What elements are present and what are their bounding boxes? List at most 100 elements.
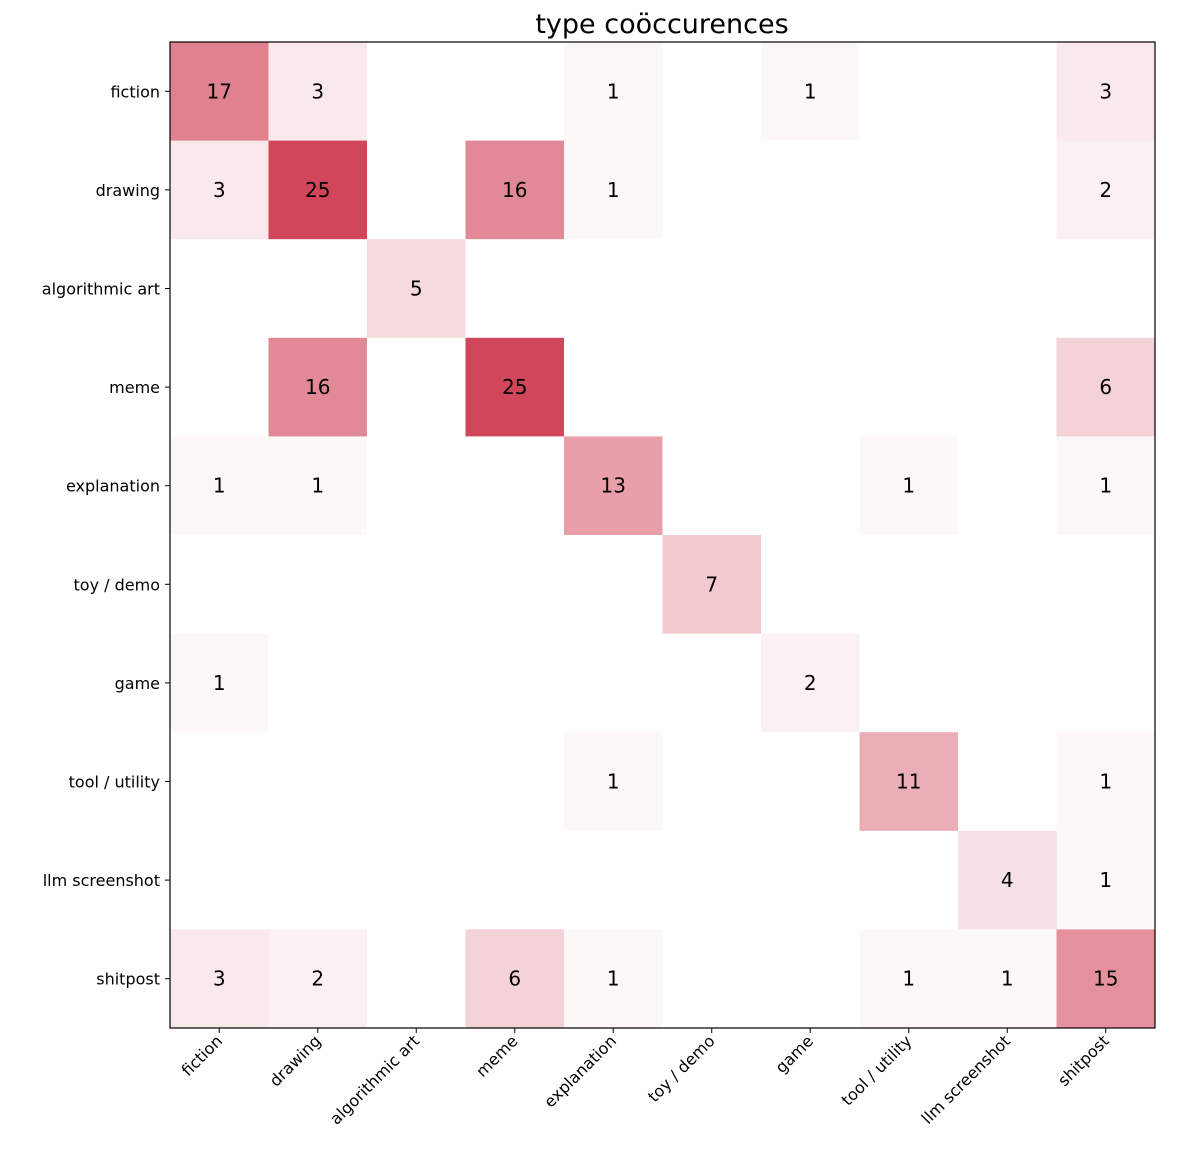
heatmap-cell — [367, 732, 466, 832]
heatmap-cell — [170, 535, 269, 635]
heatmap-cell — [367, 929, 466, 1029]
heatmap-cell — [268, 535, 368, 635]
heatmap-cell — [268, 42, 368, 142]
y-tick-label: fiction — [110, 82, 160, 101]
x-tick-label: game — [772, 1031, 818, 1077]
heatmap-cell — [268, 140, 368, 240]
heatmap-cell — [662, 140, 762, 240]
cell-value-label: 6 — [508, 967, 521, 991]
heatmap-cell — [958, 337, 1057, 437]
heatmap-cell — [1056, 732, 1156, 832]
cell-value-label: 16 — [305, 375, 330, 399]
cell-value-label: 11 — [896, 770, 921, 794]
heatmap-cell — [564, 239, 663, 339]
heatmap-cell — [662, 929, 762, 1029]
heatmap-cell — [1056, 436, 1156, 536]
cell-value-label: 7 — [705, 572, 718, 596]
heatmap-cell — [662, 830, 762, 930]
cell-value-label: 2 — [1099, 178, 1112, 202]
heatmap-cell — [859, 535, 959, 635]
heatmap-cell — [662, 535, 762, 635]
cell-value-label: 1 — [607, 178, 620, 202]
heatmap-cell — [761, 732, 860, 832]
heatmap-cell — [268, 633, 368, 733]
x-tick-label: fiction — [178, 1031, 226, 1079]
heatmap-cell — [465, 535, 565, 635]
heatmap-cell — [859, 239, 959, 339]
heatmap-cell — [564, 436, 663, 536]
heatmap-cell — [465, 239, 565, 339]
heatmap-cell — [268, 732, 368, 832]
cell-value-label: 3 — [213, 178, 226, 202]
cell-value-label: 1 — [1099, 770, 1112, 794]
x-tick-label: llm screenshot — [918, 1031, 1014, 1127]
heatmap-cell — [662, 337, 762, 437]
heatmap-cell — [268, 929, 368, 1029]
heatmap-cell — [367, 830, 466, 930]
heatmap-cell — [761, 929, 860, 1029]
heatmap-cell — [958, 633, 1057, 733]
x-tick-label: toy / demo — [644, 1031, 719, 1106]
x-tick-label: algorithmic art — [326, 1031, 423, 1128]
heatmap-cell — [761, 239, 860, 339]
heatmap-cell — [268, 239, 368, 339]
heatmap-cell — [465, 929, 565, 1029]
heatmap-cell — [1056, 42, 1156, 142]
heatmap-cell — [958, 535, 1057, 635]
heatmap-cell — [958, 239, 1057, 339]
y-tick-label: toy / demo — [74, 575, 160, 594]
cell-value-label: 1 — [902, 967, 915, 991]
cell-value-label: 4 — [1001, 868, 1014, 892]
heatmap-cell — [564, 535, 663, 635]
y-tick-label: drawing — [96, 181, 160, 200]
heatmap-cell — [564, 337, 663, 437]
heatmap-cell — [367, 535, 466, 635]
heatmap-cell — [564, 42, 663, 142]
cell-value-label: 17 — [207, 79, 232, 103]
cell-value-label: 2 — [311, 967, 324, 991]
cell-value-label: 1 — [213, 474, 226, 498]
heatmap-cell — [859, 929, 959, 1029]
heatmap-cell — [170, 42, 269, 142]
cell-value-label: 1 — [213, 671, 226, 695]
heatmap-cell — [465, 830, 565, 930]
heatmap-cell — [465, 436, 565, 536]
heatmap-cell — [465, 140, 565, 240]
heatmap-cell — [465, 732, 565, 832]
heatmap-cell — [859, 337, 959, 437]
plot-frame — [169, 41, 1156, 1029]
heatmap-cell — [958, 830, 1057, 930]
heatmap-cell — [1056, 140, 1156, 240]
heatmap-cell — [1056, 929, 1156, 1029]
heatmap-cell — [761, 830, 860, 930]
heatmap-cell — [1056, 633, 1156, 733]
cell-value-label: 1 — [1099, 474, 1112, 498]
y-tick-label: llm screenshot — [43, 871, 160, 890]
heatmap-cell — [761, 42, 860, 142]
cell-value-label: 1 — [1099, 868, 1112, 892]
cell-value-label: 5 — [410, 277, 423, 301]
heatmap-cell — [859, 830, 959, 930]
x-tick-label: explanation — [540, 1031, 620, 1111]
heatmap-cell — [367, 633, 466, 733]
heatmap-cell — [268, 436, 368, 536]
heatmap-cell — [367, 140, 466, 240]
cell-value-label: 1 — [311, 474, 324, 498]
heatmap-cell — [170, 337, 269, 437]
y-tick-label: tool / utility — [69, 773, 160, 792]
heatmap-cell — [662, 633, 762, 733]
y-tick-label: explanation — [66, 477, 160, 496]
heatmap-cell — [761, 436, 860, 536]
heatmap-cell — [859, 633, 959, 733]
cell-value-label: 3 — [213, 967, 226, 991]
cell-value-label: 1 — [607, 79, 620, 103]
y-tick-label: shitpost — [96, 970, 160, 989]
heatmap-cell — [170, 140, 269, 240]
y-tick-label: algorithmic art — [42, 280, 160, 299]
x-tick-label: shitpost — [1054, 1031, 1113, 1090]
heatmap-cell — [1056, 337, 1156, 437]
heatmap-cell — [564, 830, 663, 930]
heatmap-cell — [958, 140, 1057, 240]
cell-value-label: 3 — [311, 79, 324, 103]
